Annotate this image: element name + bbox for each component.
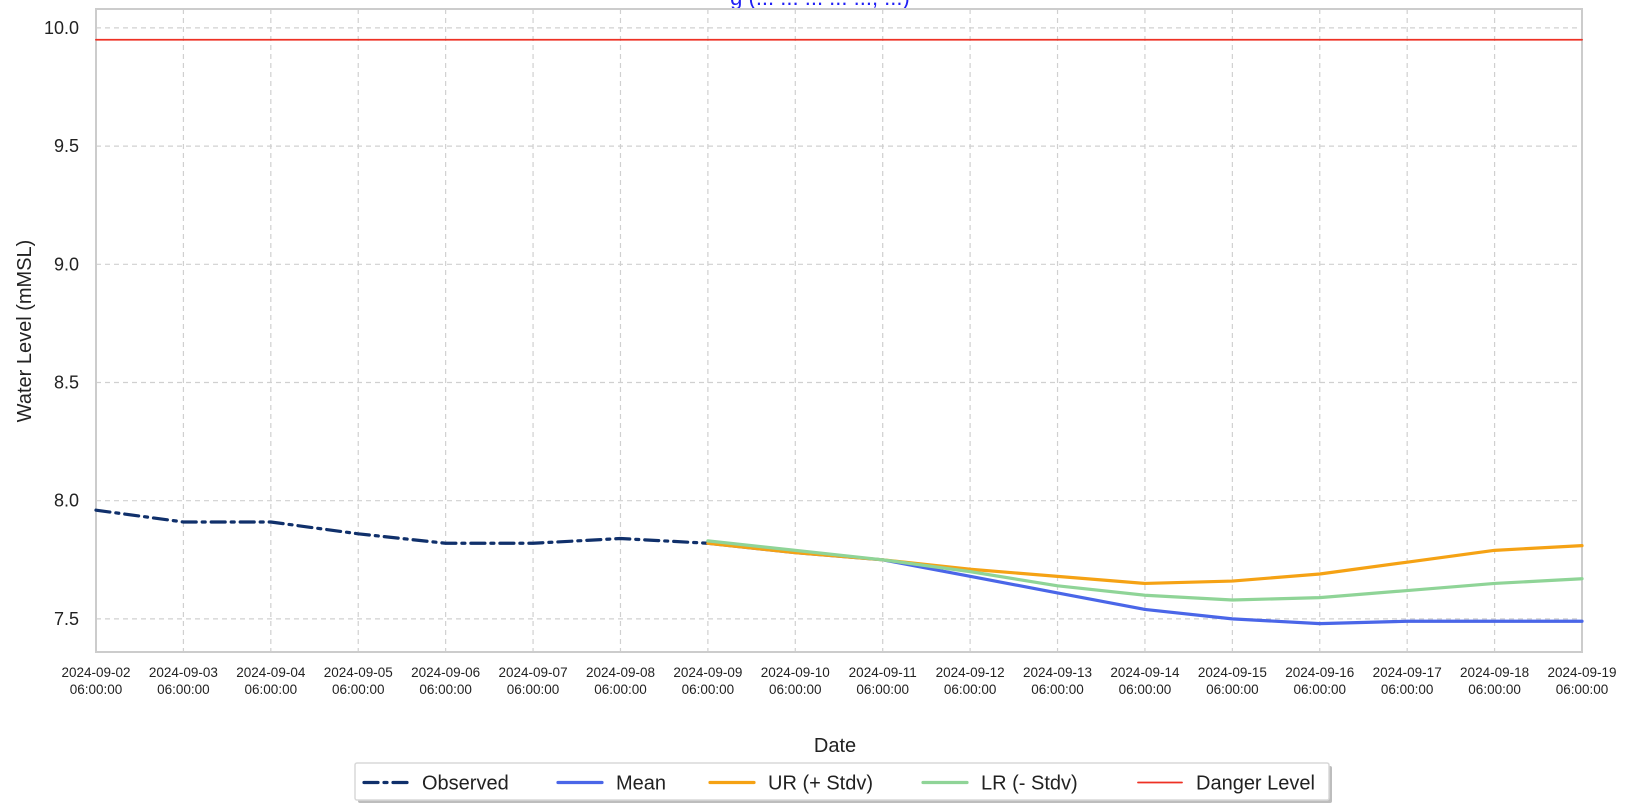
x-axis-label: Date: [814, 735, 856, 757]
x-tick-label-time: 06:00:00: [1556, 682, 1609, 697]
x-tick-label-time: 06:00:00: [1206, 682, 1259, 697]
x-tick-label-date: 2024-09-14: [1110, 665, 1180, 680]
x-tick-label-date: 2024-09-18: [1460, 665, 1529, 680]
legend-label-4: Danger Level: [1196, 773, 1315, 795]
x-tick-label-date: 2024-09-19: [1547, 665, 1616, 680]
y-tick-label: 8.5: [54, 373, 79, 393]
y-tick-label: 9.0: [54, 254, 79, 274]
y-axis-label: Water Level (mMSL): [14, 240, 36, 423]
x-tick-label-date: 2024-09-07: [499, 665, 568, 680]
y-tick-label: 9.5: [54, 136, 79, 156]
x-tick-label-time: 06:00:00: [419, 682, 472, 697]
x-tick-label-date: 2024-09-17: [1373, 665, 1442, 680]
legend-label-1: Mean: [616, 773, 666, 795]
x-tick-label-date: 2024-09-15: [1198, 665, 1267, 680]
x-tick-label-date: 2024-09-05: [324, 665, 393, 680]
x-tick-label-time: 06:00:00: [245, 682, 298, 697]
plot-frame: [95, 8, 1583, 653]
x-tick-label-date: 2024-09-03: [149, 665, 218, 680]
y-tick-label: 10.0: [44, 18, 79, 38]
x-tick-label-time: 06:00:00: [1119, 682, 1172, 697]
x-tick-label-date: 2024-09-06: [411, 665, 480, 680]
x-tick-label-time: 06:00:00: [157, 682, 210, 697]
legend-label-3: LR (- Stdv): [981, 773, 1078, 795]
data-series: [94, 38, 1584, 626]
series-line-3: [706, 539, 1584, 602]
x-tick-label-date: 2024-09-13: [1023, 665, 1092, 680]
x-tick-label-date: 2024-09-10: [761, 665, 830, 680]
plot-border: [95, 8, 1583, 653]
x-tick-label-time: 06:00:00: [1293, 682, 1346, 697]
x-tick-label-time: 06:00:00: [507, 682, 560, 697]
x-tick-label-time: 06:00:00: [944, 682, 997, 697]
x-tick-label-date: 2024-09-11: [849, 665, 917, 680]
x-tick-label-time: 06:00:00: [1468, 682, 1521, 697]
legend-label-2: UR (+ Stdv): [768, 773, 873, 795]
x-tick-label-time: 06:00:00: [682, 682, 735, 697]
x-tick-label-time: 06:00:00: [70, 682, 123, 697]
x-tick-label-time: 06:00:00: [1381, 682, 1434, 697]
y-tick-label: 8.0: [54, 491, 79, 511]
legend: Observed Mean UR (+ Stdv) LR (- Stdv) Danger…: [354, 762, 1332, 803]
x-tick-label-time: 06:00:00: [332, 682, 385, 697]
chart-title-group: g (... ... ... ... ..., ...): [730, 0, 910, 10]
x-tick-label-date: 2024-09-08: [586, 665, 655, 680]
x-tick-label-date: 2024-09-09: [673, 665, 742, 680]
axis-layer: 2024-09-02 06:00:00 2024-09-03 06:00:00 2024…: [44, 18, 1617, 697]
x-tick-label-date: 2024-09-16: [1285, 665, 1354, 680]
x-tick-label-time: 06:00:00: [856, 682, 909, 697]
series-line-0: [94, 508, 710, 545]
x-tick-label-date: 2024-09-12: [936, 665, 1005, 680]
x-tick-label-time: 06:00:00: [769, 682, 822, 697]
y-tick-label: 7.5: [54, 609, 79, 629]
x-tick-label-time: 06:00:00: [594, 682, 647, 697]
chart-title-fragment: g (... ... ... ... ..., ...): [730, 0, 910, 10]
x-tick-label-date: 2024-09-02: [61, 665, 130, 680]
x-tick-label-time: 06:00:00: [1031, 682, 1084, 697]
legend-label-0: Observed: [422, 773, 509, 795]
legend-box: [354, 762, 1330, 801]
x-tick-label-date: 2024-09-04: [236, 665, 306, 680]
